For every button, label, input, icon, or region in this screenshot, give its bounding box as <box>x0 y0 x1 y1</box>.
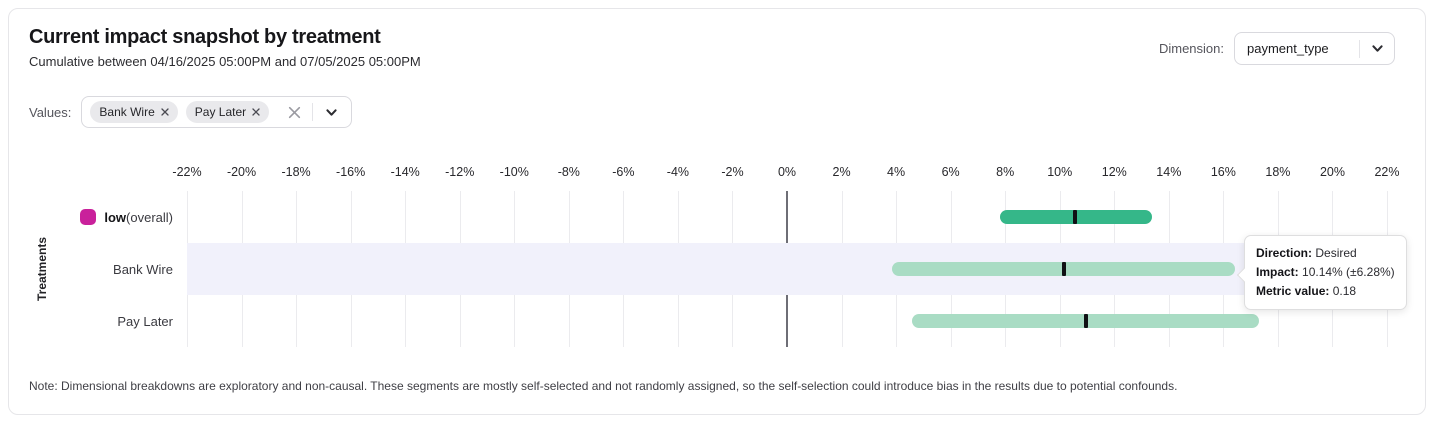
x-tick-label: 22% <box>1374 165 1400 179</box>
hover-tooltip: Direction: Desired Impact: 10.14% (±6.28%… <box>1236 235 1407 310</box>
x-tick-label: 0% <box>777 165 797 179</box>
x-tick-label: 2% <box>832 165 851 179</box>
divider <box>1359 39 1360 58</box>
divider <box>312 103 314 121</box>
tooltip-row: Impact: 10.14% (±6.28%) <box>1256 265 1395 279</box>
values-control: Values: Bank Wire Pay Later <box>29 96 353 128</box>
x-tick-label: -6% <box>612 165 635 179</box>
x-axis-tick-labels: -22% -20% -18% -16% -14% -12% -10% -8% -6% -4% -2%… <box>172 165 1399 181</box>
x-tick-label: -12% <box>445 165 475 179</box>
x-tick-label: 6% <box>941 165 960 179</box>
treatment-row-label: Bank Wire <box>113 261 173 277</box>
treatment-row <box>187 243 1387 295</box>
x-tick-label: 16% <box>1210 165 1236 179</box>
impact-point-marker <box>1083 314 1088 328</box>
impact-interval-chart: Treatments -22% -20% -18% -16% -14% -12% -10% -… <box>9 165 1427 347</box>
chevron-down-icon[interactable] <box>319 106 343 119</box>
dimension-selected-value: payment_type <box>1247 41 1329 56</box>
x-tick-label: 4% <box>887 165 906 179</box>
x-tick-label: 20% <box>1319 165 1345 179</box>
x-tick-label: -8% <box>557 165 580 179</box>
x-tick-label: -2% <box>721 165 744 179</box>
page-title: Current impact snapshot by treatment <box>29 26 381 48</box>
x-tick-label: -20% <box>226 165 257 179</box>
chip-remove-icon[interactable] <box>161 108 169 116</box>
row-label-gutter: low (overall) Bank Wire Pay Later <box>9 191 187 347</box>
x-tick-label: 14% <box>1156 165 1182 179</box>
x-tick-label: -14% <box>390 165 420 179</box>
date-range-subtitle: Cumulative between 04/16/2025 05:00PM an… <box>29 54 421 69</box>
plot-area <box>187 191 1388 347</box>
chip-label: Bank Wire <box>99 105 155 119</box>
dimension-select[interactable]: payment_type <box>1234 32 1395 65</box>
x-tick-label: 12% <box>1101 165 1127 179</box>
row-label-bold: low <box>104 209 127 225</box>
tooltip-row: Direction: Desired <box>1256 246 1357 260</box>
treatment-row <box>187 295 1387 347</box>
dimension-control: Dimension: payment_type <box>1159 32 1395 65</box>
legend-swatch <box>80 209 97 225</box>
values-multiselect[interactable]: Bank Wire Pay Later <box>81 96 353 128</box>
tooltip-body: Direction: Desired Impact: 10.14% (±6.28%… <box>1256 244 1395 301</box>
impact-point-marker <box>1072 210 1077 224</box>
selected-value-chips: Bank Wire Pay Later <box>90 101 270 123</box>
chip-remove-icon[interactable] <box>252 108 260 116</box>
dimension-label: Dimension: <box>1158 41 1224 56</box>
x-tick-label: -4% <box>666 165 690 179</box>
row-label-suffix: (overall) <box>126 209 173 225</box>
values-label: Values: <box>29 104 72 120</box>
impact-point-marker <box>1061 262 1066 276</box>
x-tick-label: -16% <box>336 165 366 179</box>
x-tick-label: 8% <box>996 165 1015 179</box>
card-header: Current impact snapshot by treatment Cum… <box>29 25 421 69</box>
treatment-row-label: Pay Later <box>117 313 173 329</box>
value-chip: Bank Wire <box>90 101 178 123</box>
x-tick-label: -18% <box>281 165 311 179</box>
x-tick-label: 10% <box>1047 165 1073 179</box>
impact-snapshot-card: Current impact snapshot by treatment Cum… <box>8 8 1426 415</box>
chevron-down-icon[interactable] <box>1360 42 1394 55</box>
chip-label: Pay Later <box>194 105 247 119</box>
x-tick-label: -22% <box>172 165 202 179</box>
value-chip: Pay Later <box>185 101 270 123</box>
x-tick-label: -10% <box>499 165 529 179</box>
clear-values-icon[interactable] <box>287 105 302 120</box>
treatment-row <box>187 191 1387 243</box>
x-tick-label: 18% <box>1265 165 1291 179</box>
treatment-row-label: low (overall) <box>9 191 187 243</box>
tooltip-row: Metric value: 0.18 <box>1256 284 1357 298</box>
disclaimer-note: Note: Dimensional breakdowns are explora… <box>29 379 1178 393</box>
